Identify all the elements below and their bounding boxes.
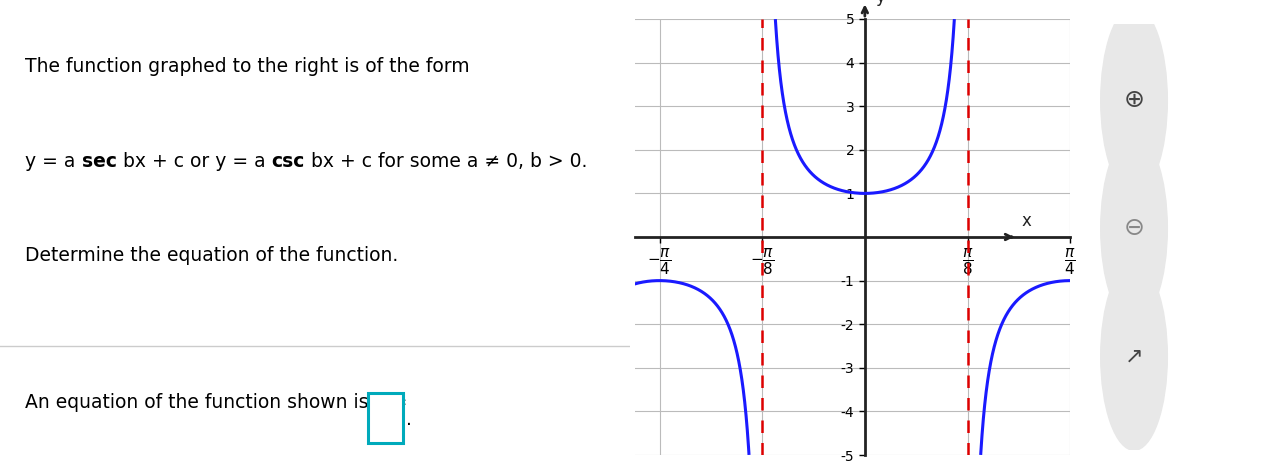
Text: csc: csc bbox=[271, 152, 304, 171]
Circle shape bbox=[1100, 135, 1167, 322]
Text: ⊕: ⊕ bbox=[1123, 89, 1145, 112]
Text: bx + c for some a ≠ 0, b > 0.: bx + c for some a ≠ 0, b > 0. bbox=[304, 152, 587, 171]
FancyBboxPatch shape bbox=[369, 393, 403, 443]
Text: The function graphed to the right is of the form: The function graphed to the right is of … bbox=[25, 57, 469, 76]
Text: bx + c or y = a: bx + c or y = a bbox=[116, 152, 271, 171]
Circle shape bbox=[1100, 263, 1167, 450]
Text: ⊖: ⊖ bbox=[1123, 217, 1145, 240]
Circle shape bbox=[1100, 7, 1167, 194]
Text: y = a: y = a bbox=[25, 152, 82, 171]
Text: ↗: ↗ bbox=[1124, 346, 1143, 366]
Text: Determine the equation of the function.: Determine the equation of the function. bbox=[25, 246, 399, 265]
Text: An equation of the function shown is y =: An equation of the function shown is y = bbox=[25, 393, 414, 412]
Text: x: x bbox=[1022, 212, 1031, 230]
Text: y: y bbox=[876, 0, 885, 6]
Text: sec: sec bbox=[82, 152, 116, 171]
Text: .: . bbox=[405, 410, 411, 429]
